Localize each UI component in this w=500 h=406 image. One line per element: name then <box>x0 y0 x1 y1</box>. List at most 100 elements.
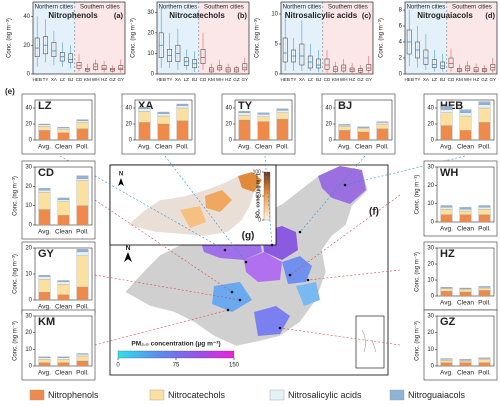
bar-segment <box>357 128 370 133</box>
bar-segment <box>57 280 70 282</box>
bar-segment <box>38 276 51 280</box>
y-tick-label: 20 <box>427 122 434 128</box>
x-tick-label: WH <box>464 77 472 82</box>
bar-segment <box>459 360 472 363</box>
bar-segment <box>138 107 151 109</box>
x-tick-label: GZ <box>233 77 240 82</box>
pm-tick-label: 150 <box>229 363 240 369</box>
box <box>316 58 321 69</box>
y-tick-label: 0 <box>431 220 435 226</box>
islands <box>361 329 377 353</box>
panel-title: WH <box>440 167 458 179</box>
panel-title: Nitrophenols <box>48 11 98 20</box>
pm-tick-label: 0 <box>116 363 120 369</box>
x-tick-label: HEB <box>280 77 289 82</box>
box <box>423 49 429 65</box>
bar-segment <box>176 105 189 109</box>
bar-segment <box>257 114 270 117</box>
x-tick-label: LZ <box>432 77 438 82</box>
x-tick-label: Poll. <box>76 144 89 151</box>
bar-segment <box>276 110 289 113</box>
bar-segment <box>76 353 89 355</box>
panel-title: HZ <box>440 248 455 260</box>
x-tick-label: Poll. <box>76 304 89 311</box>
city-points <box>223 183 347 330</box>
x-tick-label: Avg. <box>440 144 453 151</box>
bar-segment <box>38 279 51 293</box>
north-label: N <box>119 172 123 178</box>
y-tick-label: 20 <box>427 183 434 189</box>
bar-segment <box>57 281 70 285</box>
box <box>200 49 206 64</box>
y-tick-label: 20 <box>25 184 32 190</box>
x-tick-label: CD <box>324 77 331 82</box>
leader-lines <box>94 194 401 346</box>
bar-segment <box>76 205 89 226</box>
x-tick-label: XA <box>175 77 182 82</box>
box <box>324 58 330 70</box>
bar-segment <box>338 126 351 131</box>
bar-segment <box>478 359 491 363</box>
y-axis-label: Conc. (ng m⁻³) <box>415 321 421 361</box>
x-tick-label: KM <box>208 77 215 82</box>
x-tick-label: Clean <box>457 300 474 307</box>
bar-segment <box>38 356 51 358</box>
so2-colorbar <box>263 171 271 221</box>
legend-label: Nitrophenols <box>48 390 99 400</box>
panel-title: GY <box>38 248 55 260</box>
legend-swatch <box>149 389 165 401</box>
bar-segment <box>276 112 289 120</box>
y-axis-label: Conc. (ng m⁻³) <box>415 252 421 292</box>
y-axis-label: Conc. (ng m⁻³) <box>379 18 385 58</box>
bar-segment <box>76 286 89 301</box>
x-tick-label: Poll. <box>276 144 289 151</box>
y-tick-label: 30 <box>427 165 434 171</box>
bar-segment <box>38 209 51 226</box>
panel-label: (a) <box>114 11 124 20</box>
x-tick-label: Poll. <box>478 300 491 307</box>
bar-segment <box>459 214 472 223</box>
y-tick-label: 20 <box>23 43 30 49</box>
x-tick-label: HZ <box>225 77 231 82</box>
x-tick-label: HZ <box>473 77 479 82</box>
x-tick-label: HEB <box>156 77 165 82</box>
x-tick-label: LZ <box>184 77 190 82</box>
y-tick-label: 40 <box>25 106 32 112</box>
bar-segment <box>38 126 51 131</box>
x-tick-label: KM <box>456 77 463 82</box>
y-tick-label: 10 <box>147 51 154 57</box>
bar-segment <box>157 113 170 117</box>
bar-segment <box>57 294 70 301</box>
y-tick-label: 10 <box>25 272 32 278</box>
bar-segment <box>478 287 491 291</box>
y-tick-label: 20 <box>25 330 32 336</box>
legend-swatch <box>29 389 45 401</box>
plot-frame <box>404 1 498 75</box>
x-tick-label: HEB <box>32 77 41 82</box>
x-tick-label: KM <box>84 77 91 82</box>
bar-segment <box>376 121 389 123</box>
bar-segment <box>459 115 472 131</box>
panel-frame <box>423 309 498 381</box>
pm-colorbar-label: PM₂.₅ concentration (µg m⁻³) <box>131 341 220 348</box>
y-tick-label: 20 <box>325 122 332 128</box>
x-tick-label: BJ <box>192 77 197 82</box>
x-tick-label: GZ <box>357 77 364 82</box>
x-tick-label: BJ <box>440 77 445 82</box>
province <box>244 252 282 282</box>
x-tick-label: Clean <box>255 144 272 151</box>
x-tick-label: GY <box>365 77 372 82</box>
bar-segment <box>276 119 289 141</box>
bar-segment <box>38 362 51 367</box>
x-tick-label: WH <box>340 77 348 82</box>
south-shade <box>198 2 249 74</box>
x-tick-label: Avg. <box>38 144 51 151</box>
bar-segment <box>459 291 472 297</box>
pm-tick-label: 75 <box>173 363 180 369</box>
north-label: Northern cities <box>159 5 198 11</box>
x-tick-label: Avg. <box>440 370 453 377</box>
x-tick-label: HZ <box>349 77 355 82</box>
province <box>282 256 312 284</box>
bar-segment <box>76 175 89 179</box>
south-sea-inset <box>355 315 385 369</box>
